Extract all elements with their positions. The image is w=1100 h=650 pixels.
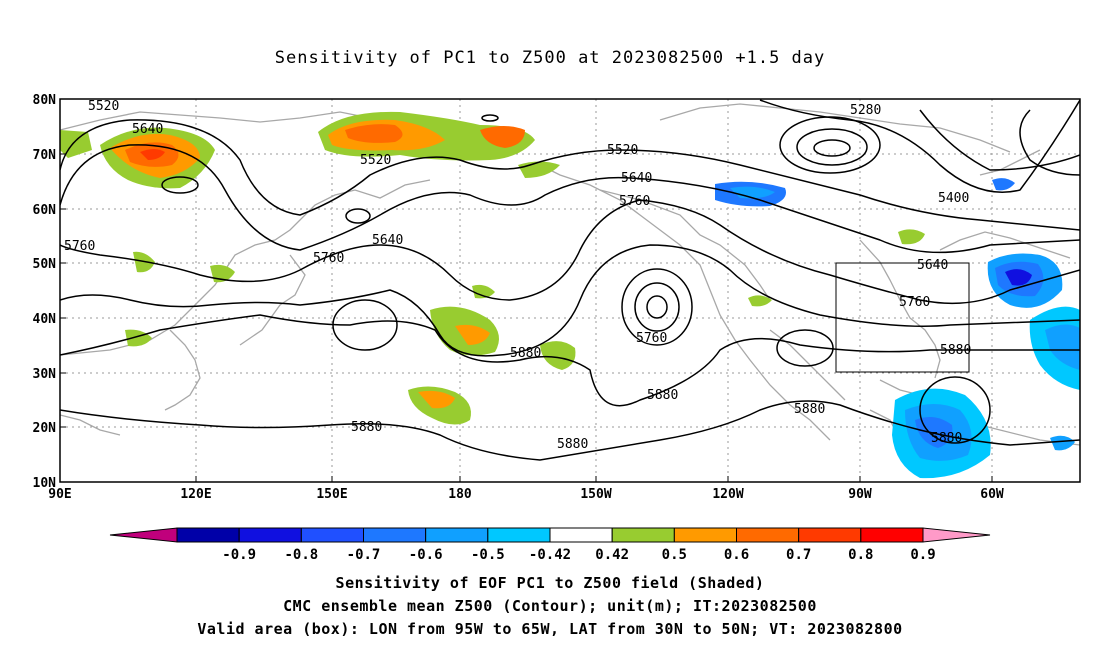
colorbar-low-arrow <box>109 527 178 543</box>
colorbar-box <box>673 527 737 543</box>
lon-label: 90E <box>48 487 71 502</box>
longitude-labels: 90E 120E 150E 180 150W 120W 90W 60W <box>48 487 1004 502</box>
colorbar-box <box>611 527 675 543</box>
colorbar-box <box>487 527 551 543</box>
contour-labels: 5520 5640 5520 5520 5640 5760 5760 5640 … <box>64 99 971 452</box>
contour-label: 5400 <box>938 191 969 206</box>
colorbar-tick-label: 0.42 <box>595 547 629 563</box>
lon-label: 120W <box>712 487 743 502</box>
contour-label: 5760 <box>619 194 650 209</box>
caption-line-3: Valid area (box): LON from 95W to 65W, L… <box>197 620 903 638</box>
colorbar-box <box>425 527 489 543</box>
colorbar-tick-label: -0.5 <box>471 547 505 563</box>
lon-label: 90W <box>848 487 872 502</box>
contour-label: 5880 <box>557 437 588 452</box>
contour-label: 5520 <box>607 143 638 158</box>
colorbar: -0.9 -0.8 -0.7 -0.6 -0.5 -0.42 0.42 0.5 0.6 0.7 0.… <box>109 527 991 563</box>
lat-label: 20N <box>33 421 57 436</box>
lon-label: 60W <box>980 487 1004 502</box>
contour-label: 5760 <box>636 331 667 346</box>
contour-label: 5640 <box>621 171 652 186</box>
valid-area-box <box>835 262 970 373</box>
lat-label: 40N <box>33 312 57 327</box>
contour-label: 5880 <box>931 431 962 446</box>
z500-contours <box>60 99 1080 461</box>
lat-label: 50N <box>33 257 57 272</box>
contour-label: 5520 <box>360 153 391 168</box>
contour-label: 5880 <box>647 388 678 403</box>
contour-label: 5880 <box>794 402 825 417</box>
lon-label: 150E <box>316 487 347 502</box>
colorbar-tick-label: -0.7 <box>347 547 381 563</box>
colorbar-tick-label: 0.8 <box>848 547 873 563</box>
contour-label: 5280 <box>850 103 881 118</box>
colorbar-tick-label: -0.9 <box>222 547 256 563</box>
caption-line-1: Sensitivity of EOF PC1 to Z500 field (Sh… <box>335 574 765 592</box>
caption-line-2: CMC ensemble mean Z500 (Contour); unit(m… <box>283 597 817 615</box>
contour-label: 5760 <box>899 295 930 310</box>
lat-label: 60N <box>33 203 57 218</box>
lat-label: 30N <box>33 367 57 382</box>
lon-label: 180 <box>448 487 472 502</box>
colorbar-tick-label: -0.8 <box>284 547 318 563</box>
colorbar-box <box>549 527 613 543</box>
lat-label: 70N <box>33 148 57 163</box>
colorbar-high-arrow <box>922 527 991 543</box>
contour-label: 5880 <box>940 343 971 358</box>
colorbar-tick-label: 0.6 <box>724 547 749 563</box>
contour-label: 5520 <box>88 99 119 114</box>
map-frame <box>59 98 1081 483</box>
contour-label: 5760 <box>64 239 95 254</box>
chart-title: Sensitivity of PC1 to Z500 at 2023082500… <box>274 48 826 68</box>
colorbar-tick-label: 0.7 <box>786 547 811 563</box>
lon-label: 150W <box>580 487 611 502</box>
contour-label: 5640 <box>372 233 403 248</box>
contour-label: 5760 <box>313 251 344 266</box>
axis-ticks <box>60 98 993 482</box>
colorbar-box <box>860 527 924 543</box>
colorbar-box <box>736 527 800 543</box>
colorbar-tick-label: -0.42 <box>529 547 571 563</box>
contour-label: 5640 <box>132 122 163 137</box>
colorbar-box <box>300 527 365 543</box>
latitude-labels: 80N 70N 60N 50N 40N 30N 20N 10N <box>33 93 57 491</box>
colorbar-box <box>176 527 240 543</box>
colorbar-box <box>238 527 302 543</box>
lon-label: 120E <box>180 487 211 502</box>
colorbar-tick-label: 0.5 <box>662 547 687 563</box>
contour-label: 5640 <box>917 258 948 273</box>
colorbar-box <box>363 527 427 543</box>
contour-label: 5880 <box>351 420 382 435</box>
colorbar-box <box>798 527 862 543</box>
lat-label: 80N <box>33 93 57 108</box>
contour-label: 5880 <box>510 346 541 361</box>
lat-label: 10N <box>33 476 57 491</box>
colorbar-tick-label: -0.6 <box>409 547 443 563</box>
colorbar-tick-label: 0.9 <box>910 547 935 563</box>
